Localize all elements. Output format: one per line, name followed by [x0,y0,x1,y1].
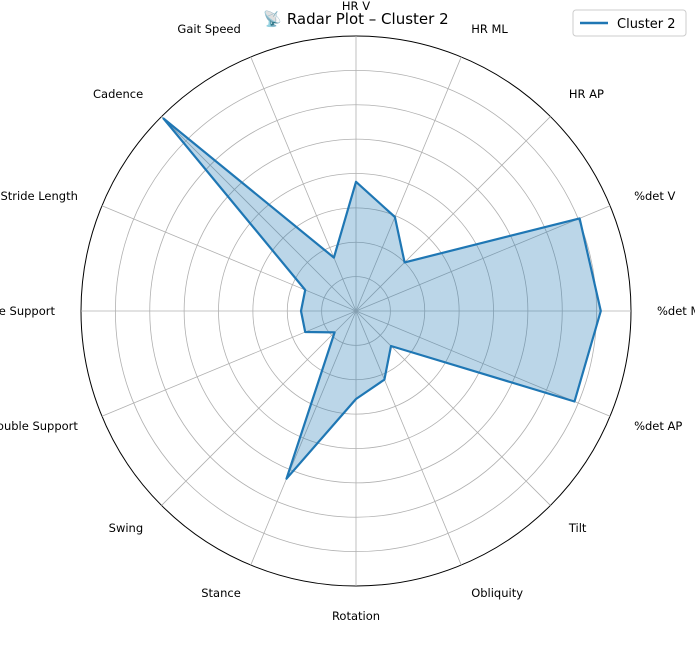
axis-label: %det V [634,189,675,203]
spoke [101,310,357,417]
spoke [101,205,357,312]
spoke [250,56,357,312]
axis-label: Stance [201,586,241,600]
legend: Cluster 2 [572,9,687,37]
spoke [355,310,551,506]
axis-labels: HR V HR ML HR AP %det V %det ML %det AP Tilt Ob… [0,0,695,623]
spoke [161,310,357,506]
spoke [355,56,462,312]
spoke [355,205,611,312]
spoke [355,310,462,566]
axis-label: Double Support [0,419,78,433]
axis-label: Cadence [93,87,143,101]
series-layer [162,117,602,480]
axis-label: %det AP [634,419,682,433]
axis-label: Gait Speed [177,22,240,36]
spoke [250,310,357,566]
legend-label: Cluster 2 [617,17,676,32]
series-line [162,117,602,480]
axis-label: Swing [109,521,144,535]
radar-spokes [81,36,631,586]
axis-label: HR V [342,0,370,13]
axis-label: Obliquity [471,586,523,600]
axis-label: Tilt [568,521,587,535]
axis-label: Single Support [0,304,55,318]
axis-label: HR AP [569,87,604,101]
spoke [355,116,551,312]
axis-label: Rotation [332,609,380,623]
legend-box [572,9,687,37]
spoke [161,116,357,312]
axis-label: Stride Length [0,189,77,203]
chart-title: 📡 Radar Plot – Cluster 2 [263,9,448,28]
axis-label: %det ML [657,304,695,318]
axis-label: HR ML [471,22,508,36]
